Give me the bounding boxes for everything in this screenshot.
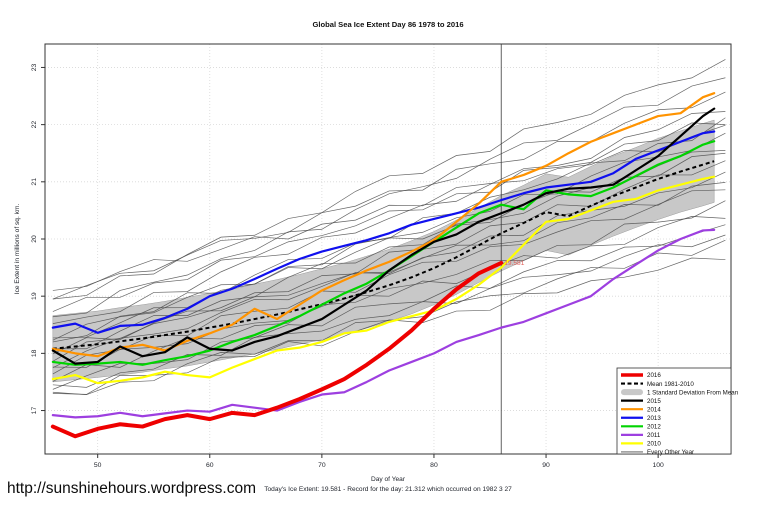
legend-label: 1 Standard Deviation From Mean xyxy=(647,389,739,396)
series-layer: 19.581 xyxy=(50,44,716,454)
current-extent-annotation: 19.581 xyxy=(504,260,525,267)
other-year-line xyxy=(52,152,726,341)
legend-box xyxy=(616,367,732,455)
series-line-2013 xyxy=(51,130,716,334)
std-dev-band-layer xyxy=(52,119,715,383)
other-year-line xyxy=(52,124,726,291)
other-year-line xyxy=(52,224,726,390)
x-tick-label: 100 xyxy=(652,462,664,469)
other-year-line xyxy=(52,171,726,368)
other-year-line xyxy=(52,160,726,362)
other-year-line xyxy=(52,111,726,324)
y-tick-label: 21 xyxy=(31,178,38,186)
other-year-line xyxy=(52,77,726,318)
y-tick-label: 20 xyxy=(31,235,38,243)
legend-label: Mean 1981-2010 xyxy=(647,381,694,388)
other-year-line xyxy=(52,59,726,300)
legend-label: 2010 xyxy=(647,441,661,448)
legend-label: 2016 xyxy=(647,372,661,379)
x-axis-label: Day of Year xyxy=(371,476,406,483)
legend-label: 2013 xyxy=(647,415,661,422)
series-line-2010 xyxy=(51,175,716,385)
y-axis-label: Ice Extent in millions of sq. km. xyxy=(14,204,21,295)
y-tick-label: 22 xyxy=(31,121,38,129)
other-year-line xyxy=(52,122,726,312)
axes-layer: 50 60 70 80 90 100 17 18 19 20 21 22 23 xyxy=(31,43,732,469)
x-tick-label: 60 xyxy=(206,462,214,469)
legend-label: 2015 xyxy=(647,398,661,405)
legend-label: 2011 xyxy=(647,432,661,439)
other-year-line xyxy=(52,239,726,396)
mean-line xyxy=(52,160,715,350)
y-tick-label: 18 xyxy=(31,349,38,357)
series-line-2015 xyxy=(51,107,716,365)
other-year-line xyxy=(52,216,726,368)
series-line-2011 xyxy=(51,228,716,419)
legend-label: 2012 xyxy=(647,424,661,431)
x-tick-label: 90 xyxy=(542,462,550,469)
footer-url[interactable]: http://sunshinehours.wordpress.com xyxy=(7,480,256,497)
other-year-line xyxy=(52,234,726,388)
other-year-line xyxy=(52,200,726,382)
series-line-2016 xyxy=(50,260,504,439)
plot-border xyxy=(44,43,732,455)
legend-label: 2014 xyxy=(647,406,661,413)
x-tick-label: 50 xyxy=(94,462,102,469)
other-year-line xyxy=(52,117,726,343)
y-tick-label: 23 xyxy=(31,63,38,71)
std-dev-band xyxy=(52,119,715,383)
x-tick-label: 70 xyxy=(318,462,326,469)
other-years-layer xyxy=(52,59,726,396)
legend-label: Every Other Year xyxy=(647,449,694,456)
y-tick-label: 19 xyxy=(31,292,38,300)
y-tick-label: 17 xyxy=(31,407,38,415)
chart-title: Global Sea Ice Extent Day 86 1978 to 201… xyxy=(312,20,463,29)
other-year-line xyxy=(52,91,726,300)
series-line-2014 xyxy=(51,92,716,358)
chart-subtitle: Today's Ice Extent: 19.581 - Record for … xyxy=(264,486,512,493)
x-tick-label: 80 xyxy=(430,462,438,469)
legend-swatch-band xyxy=(621,389,643,396)
